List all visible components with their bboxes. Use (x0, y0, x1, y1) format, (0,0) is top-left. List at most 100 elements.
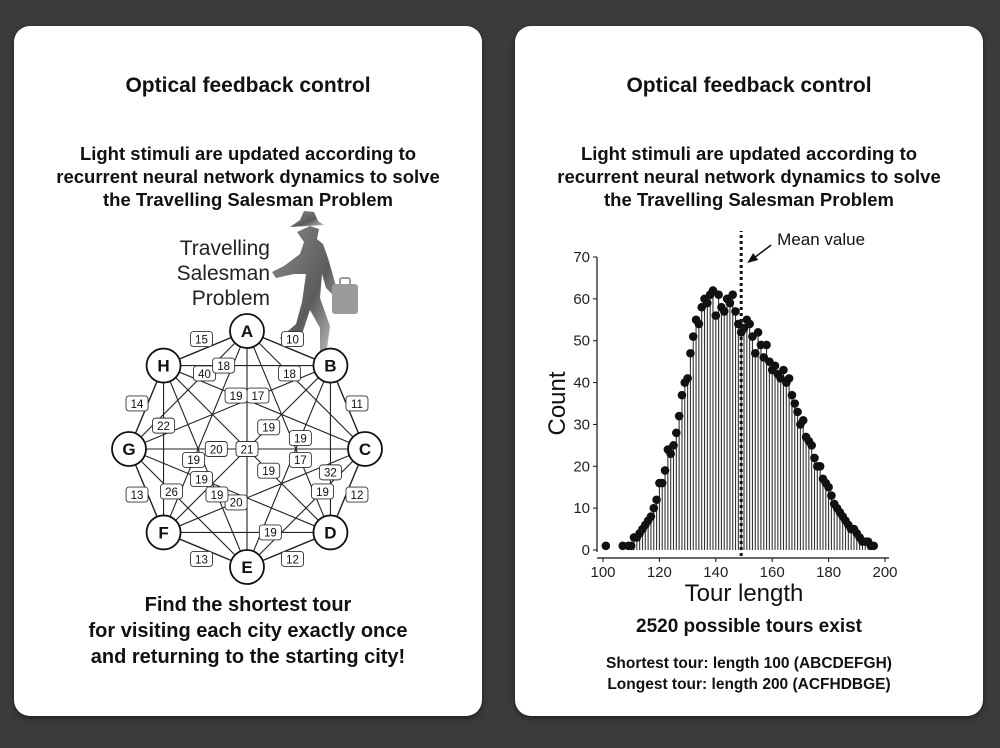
edge-weight-label: 19 (316, 487, 329, 499)
shortest-tour-text: Shortest tour: length 100 (ABCDEFGH) (606, 655, 892, 672)
histogram-point (770, 361, 780, 371)
possible-tours-text: 2520 possible tours exist (636, 616, 862, 637)
edge-weight-label: 26 (165, 487, 178, 499)
city-label: D (324, 523, 336, 542)
task-description: Find the shortest tour for visiting each… (14, 592, 482, 670)
edge-weight-box (205, 486, 229, 503)
edge-weight-label: 13 (195, 554, 208, 566)
histogram-point (714, 290, 723, 299)
edge-weight-box (345, 486, 369, 503)
graph-edge (128, 448, 248, 568)
edge-weight-label: 18 (217, 361, 230, 373)
y-tick-label: 10 (573, 500, 590, 517)
edge-weight-box (152, 417, 176, 434)
y-tick-label: 40 (573, 375, 590, 392)
city-node (312, 347, 349, 384)
tsp-heading-line: Salesman (176, 262, 270, 285)
subtitle-line: Light stimuli are updated according to (79, 143, 417, 164)
histogram-point (745, 319, 754, 329)
city-label: B (324, 357, 336, 376)
histogram-point (677, 390, 687, 400)
edge-weight-label: 19 (230, 391, 243, 403)
edge-weight-box (204, 441, 228, 457)
edge-weight-box (288, 451, 312, 468)
tour-length-histogram: 0 10 20 30 40 50 60 70 100 120 140 160 180 200 Tour le… (544, 230, 898, 607)
x-tick-label: 100 (590, 564, 615, 581)
histogram-point (787, 390, 797, 400)
edge-weight-box (190, 471, 213, 487)
city-label: G (122, 440, 135, 459)
histogram-point (694, 319, 704, 329)
histogram-point (646, 512, 656, 521)
left-card-subtitle: Light stimuli are updated according to r… (24, 142, 472, 211)
histogram-point (719, 307, 729, 316)
y-axis-label: Count (544, 371, 571, 435)
node-layer: A B C D E F G H (111, 313, 383, 585)
salesman-silhouette-icon (272, 211, 358, 356)
histogram-point (790, 399, 800, 408)
city-label: A (241, 322, 253, 341)
edge-weight-label: 17 (294, 455, 307, 467)
city-node (347, 431, 383, 467)
edge-weight-label: 32 (324, 468, 337, 480)
histogram-point (798, 415, 808, 425)
y-tick-label: 60 (573, 291, 590, 308)
city-node (312, 514, 349, 551)
edge-weight-box (125, 486, 149, 503)
histogram-point (674, 411, 684, 421)
edge-weight-label: 14 (131, 399, 144, 411)
histogram-point (784, 374, 794, 383)
edge-weight-label: 10 (286, 334, 299, 346)
city-label: E (241, 558, 252, 577)
edge-weight-box (190, 551, 213, 567)
histogram-point (815, 461, 825, 471)
histogram-point (672, 428, 681, 438)
edge-weight-box (257, 419, 281, 436)
histogram-point (652, 495, 661, 505)
edge-weight-box (258, 524, 282, 541)
edge-weight-box (160, 483, 183, 500)
graph-edge (128, 448, 331, 533)
histogram-point (669, 441, 678, 450)
edge-weight-label: 12 (351, 490, 364, 502)
edge-weight-label: 20 (230, 498, 243, 510)
edge-weight-label: 21 (241, 444, 254, 456)
histogram-point (725, 298, 735, 308)
x-tick-label: 140 (703, 564, 728, 581)
edge-weight-box (190, 331, 213, 347)
mean-value-label: Mean value (777, 230, 865, 249)
edge-weight-label: 15 (195, 334, 208, 346)
edge-weight-box (212, 357, 236, 374)
histogram-point (711, 311, 721, 320)
y-tick-label: 20 (573, 458, 590, 475)
edge-weight-label: 19 (187, 455, 200, 467)
histogram-point (657, 478, 667, 488)
edge-weight-box (281, 551, 304, 567)
edge-weight-box (257, 462, 281, 479)
task-line: for visiting each city exactly once (88, 620, 408, 642)
edge-weight-box (281, 331, 304, 347)
histogram-point (703, 298, 712, 308)
city-node (145, 514, 182, 551)
histogram-point (779, 365, 788, 375)
histogram-point (666, 449, 675, 459)
edge-weight-box (311, 483, 334, 500)
city-label: H (157, 357, 169, 376)
edge-weight-label: 20 (210, 444, 223, 456)
edge-weight-box (125, 395, 149, 412)
edge-weight-label: 19 (262, 423, 275, 435)
weight-layer: 1011121213131415181721194032191917181920… (125, 331, 369, 567)
edge-weight-label: 19 (195, 474, 208, 486)
edge-weight-label: 19 (264, 528, 277, 540)
tour-extremes: Shortest tour: length 100 (ABCDEFGH) Lon… (515, 653, 983, 695)
histogram-point (827, 491, 836, 500)
edge-weight-label: 17 (252, 391, 265, 403)
subtitle-line: the Travelling Salesman Problem (604, 189, 894, 210)
histogram-point (728, 290, 738, 299)
histogram-point (793, 407, 802, 417)
graph-edge (163, 448, 366, 533)
tsp-heading: Travelling Salesman Problem (130, 236, 270, 311)
edge-weight-box (182, 451, 206, 468)
edge-weight-label: 22 (157, 421, 170, 433)
histogram-point (688, 332, 698, 341)
